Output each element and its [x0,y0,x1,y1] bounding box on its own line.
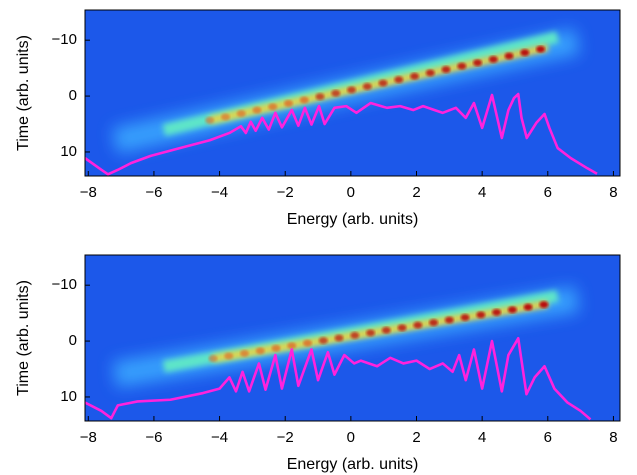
heatmap-fringe [236,110,246,118]
heatmap-fringe [287,342,297,350]
x-tick-label: 8 [609,184,617,201]
x-tick-label: 0 [347,429,355,446]
x-tick-label: −4 [211,429,228,446]
heatmap-fringe [240,349,250,357]
y-tick-label: −10 [52,276,77,293]
heatmap-fringe [410,72,420,80]
heatmap-fringe [224,352,234,360]
plot-area [85,255,620,421]
heatmap-fringe [444,316,454,324]
heatmap-fringe [429,319,439,327]
heatmap-fringe [488,55,498,63]
axes-frame [84,254,621,422]
plot-area [85,10,620,176]
x-tick-label: −4 [211,184,228,201]
heatmap-fringe [425,69,435,77]
y-tick-label: 10 [60,388,77,405]
y-tick-label: 10 [60,143,77,160]
x-tick-label: 6 [544,184,552,201]
y-tick-label: 0 [69,332,77,349]
heatmap-fringe [318,337,328,345]
heatmap-fringe [413,321,423,329]
heatmap-fringe [457,62,467,70]
x-axis-title: Energy (arb. units) [287,456,419,473]
data-line [85,336,592,421]
heatmap-fringe [394,76,404,84]
x-tick-label: −6 [145,429,162,446]
heatmap-fringe [268,103,278,111]
x-tick-label: −2 [277,184,294,201]
x-tick-label: 2 [412,184,420,201]
heatmap-fringe [362,82,372,90]
heatmap-fringe [520,49,530,57]
heatmap-fringe [381,326,391,334]
x-tick-label: 2 [412,429,420,446]
heatmap-fringe [492,308,502,316]
y-axis-title: Time (arb. units) [15,280,32,396]
heatmap-fringe [315,93,325,101]
y-tick-label: 0 [69,87,77,104]
heatmap-fringe [523,303,533,311]
x-tick-label: 4 [478,184,486,201]
heatmap-fringe [378,79,388,87]
heatmap-fringe [208,355,218,363]
heatmap-fringe [397,324,407,332]
heatmap-fringe [507,306,517,314]
heatmap-fringe [536,45,546,53]
heatmap-fringe [331,89,341,97]
x-tick-label: −8 [80,184,97,201]
heatmap-fringe [205,116,215,124]
heatmap-fringe [366,329,376,337]
heatmap-fringe [220,113,230,121]
heatmap-fringe [347,86,357,94]
x-tick-label: −2 [277,429,294,446]
x-tick-label: 0 [347,184,355,201]
x-axis-title: Energy (arb. units) [287,211,419,228]
heatmap-fringe [476,311,486,319]
heatmap-fringe [303,339,313,347]
x-tick-label: 4 [478,429,486,446]
heatmap-fringe [283,99,293,107]
x-tick-label: 8 [609,429,617,446]
x-tick-label: −6 [145,184,162,201]
heatmap-fringe [460,313,470,321]
heatmap-fringe [334,334,344,342]
heatmap-fringe [539,301,549,309]
x-tick-label: −8 [80,429,97,446]
heatmap-core [212,300,549,363]
heatmap-fringe [255,347,265,355]
heatmap-fringe [271,344,281,352]
heatmap-fringe [350,331,360,339]
heatmap-fringe [473,59,483,67]
x-tick-label: 6 [544,429,552,446]
y-tick-label: −10 [52,31,77,48]
heatmap-fringe [441,66,451,74]
heatmap-fringe [299,96,309,104]
heatmap-fringe [252,106,262,114]
heatmap-fringe [504,52,514,60]
y-axis-title: Time (arb. units) [15,35,32,151]
data-line [85,92,598,176]
axes-frame [84,9,621,177]
